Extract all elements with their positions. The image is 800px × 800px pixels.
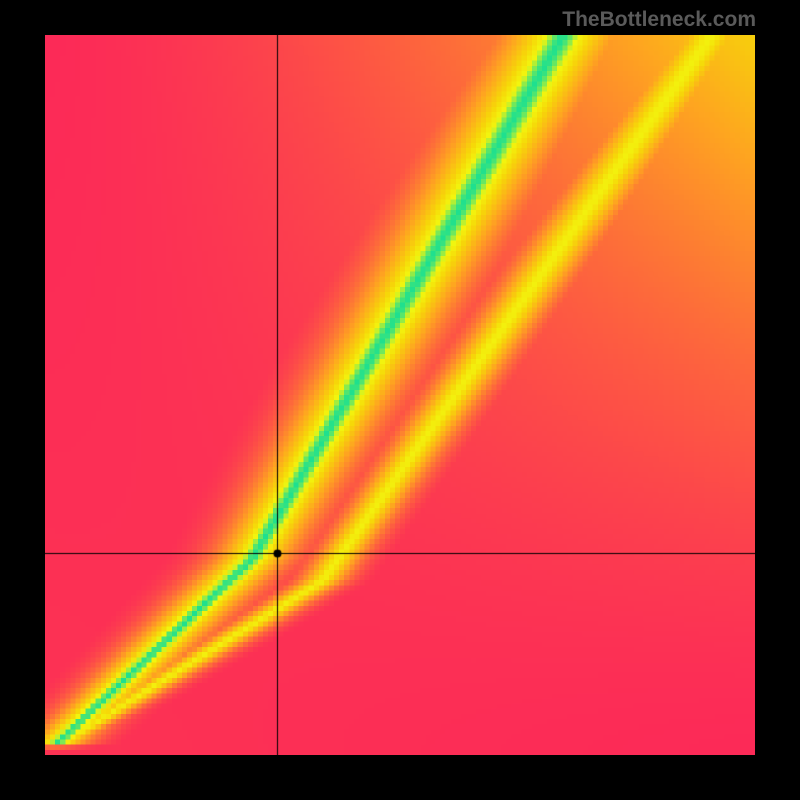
chart-container: TheBottleneck.com [0, 0, 800, 800]
crosshair-overlay [45, 35, 755, 755]
watermark-text: TheBottleneck.com [562, 8, 756, 32]
